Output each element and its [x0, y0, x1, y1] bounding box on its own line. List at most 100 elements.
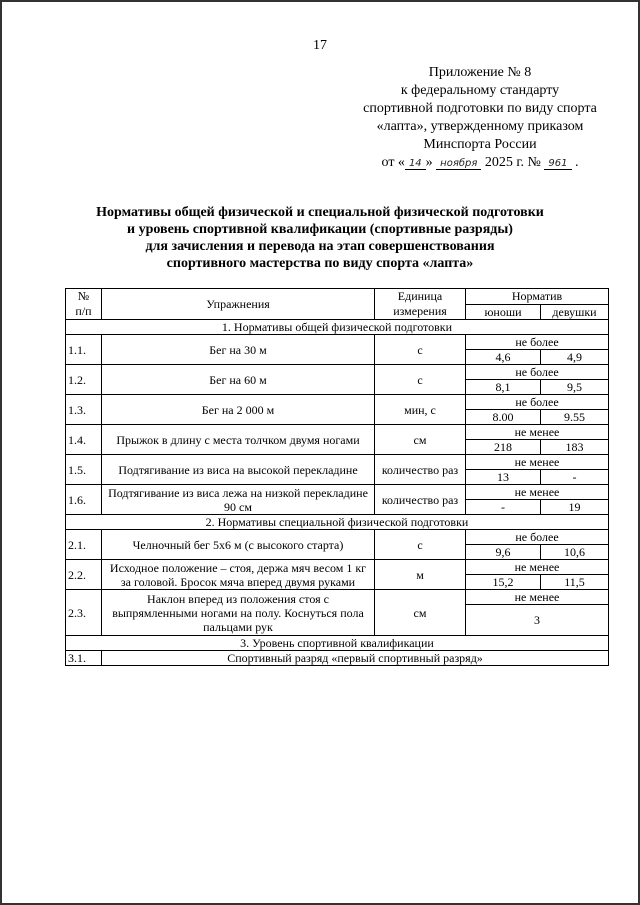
unit: с: [374, 334, 466, 365]
handwritten-number: 961: [544, 158, 572, 170]
norm-condition: не менее: [465, 454, 609, 470]
section-row: 2. Нормативы специальной физической подг…: [65, 514, 609, 530]
appendix-line: «лапта», утвержденному приказом: [376, 119, 584, 134]
table-row-values: 8.00 9.55: [66, 409, 609, 425]
exercise-name: Подтягивание из виса лежа на низкой пере…: [101, 484, 375, 515]
exercise-name: Наклон вперед из положения стоя с выпрям…: [101, 589, 375, 636]
appendix-block: Приложение № 8 к федеральному стандарту …: [330, 64, 630, 173]
norm-condition: не менее: [465, 589, 609, 605]
table-row: 1.1. Бег на 30 м с не более: [65, 334, 609, 365]
date-prefix: от «: [381, 155, 405, 170]
appendix-line: спортивной подготовки по виду спорта: [363, 101, 597, 116]
exercise-name: Бег на 60 м: [101, 364, 375, 395]
norm-condition: не менее: [465, 559, 609, 575]
exercise-name: Подтягивание из виса на высокой переклад…: [101, 454, 375, 485]
unit: см: [374, 589, 466, 636]
date-year: 2025 г. №: [484, 155, 541, 170]
norms-table: № п/п Упражнения Единица измерения Норма…: [65, 288, 609, 666]
unit: с: [374, 364, 466, 395]
norm-boys: 13: [465, 469, 541, 485]
norm-girls: 4,9: [540, 349, 609, 365]
table-row-values: 8,1 9,5: [66, 379, 609, 395]
header-num: № п/п: [65, 288, 102, 320]
norm-boys: 15,2: [465, 574, 541, 590]
handwritten-day: 14: [404, 158, 426, 170]
norm-girls: 19: [540, 499, 609, 515]
row-number: 1.1.: [65, 334, 102, 365]
header-girls: девушки: [540, 303, 609, 320]
exercise-name: Челночный бег 5х6 м (с высокого старта): [101, 529, 375, 560]
unit: мин, с: [374, 394, 466, 425]
header-boys: юноши: [465, 303, 541, 320]
table-row: 2.1. Челночный бег 5х6 м (с высокого стар…: [65, 529, 609, 560]
section-title: 3. Уровень спортивной квалификации: [65, 635, 609, 651]
norm-boys: 4,6: [465, 349, 541, 365]
section-row: 3. Уровень спортивной квалификации: [65, 635, 609, 651]
norm-girls: 183: [540, 439, 609, 455]
title-line: спортивного мастерства по виду спорта «л…: [166, 256, 474, 271]
row-number: 1.4.: [65, 424, 102, 455]
norm-boys: 218: [465, 439, 541, 455]
row-number: 1.5.: [65, 454, 102, 485]
norm-condition: не более: [465, 334, 609, 350]
title-line: и уровень спортивной квалификации (спорт…: [127, 222, 513, 237]
exercise-name: Бег на 30 м: [101, 334, 375, 365]
row-number: 3.1.: [65, 650, 102, 666]
norm-girls: 9,5: [540, 379, 609, 395]
exercise-name: Прыжок в длину с места толчком двумя ног…: [101, 424, 375, 455]
norm-condition: не более: [465, 364, 609, 380]
norm-girls: 11,5: [540, 574, 609, 590]
header-unit: Единица измерения: [374, 288, 466, 320]
norm-condition: не более: [465, 529, 609, 545]
norm-condition: не менее: [465, 484, 609, 500]
norm-condition: не более: [465, 394, 609, 410]
table-row: 2.3. Наклон вперед из положения стоя с вы…: [65, 589, 609, 636]
document-title: Нормативы общей физической и специальной…: [0, 204, 640, 272]
norm-girls: 9.55: [540, 409, 609, 425]
section-title: 2. Нормативы специальной физической подг…: [65, 514, 609, 530]
norm-boys: 8.00: [465, 409, 541, 425]
unit: количество раз: [374, 454, 466, 485]
norm-girls: 10,6: [540, 544, 609, 560]
exercise-name: Исходное положение – стоя, держа мяч вес…: [101, 559, 375, 590]
unit: см: [374, 424, 466, 455]
date-mid: »: [425, 155, 433, 170]
date-end: .: [575, 155, 579, 170]
order-date-line: от «14» ноября 2025 г. № 961 .: [330, 154, 630, 173]
table-row: 3.1. Спортивный разряд «первый спортивный…: [65, 650, 609, 666]
section-title: 1. Нормативы общей физической подготовки: [65, 319, 609, 335]
appendix-line: к федеральному стандарту: [400, 83, 560, 98]
handwritten-month: ноября: [436, 158, 482, 170]
table-row: 1.5. Подтягивание из виса на высокой пере…: [65, 454, 609, 485]
exercise-name: Бег на 2 000 м: [101, 394, 375, 425]
norm-boys: -: [465, 499, 541, 515]
table-row: 1.6. Подтягивание из виса лежа на низкой …: [65, 484, 609, 515]
table-row: 1.3. Бег на 2 000 м мин, с не более: [65, 394, 609, 425]
row-number: 2.3.: [65, 589, 102, 636]
section-row: 1. Нормативы общей физической подготовки: [65, 319, 609, 335]
table-row: 2.2. Исходное положение – стоя, держа мяч…: [65, 559, 609, 590]
title-line: для зачисления и перевода на этап соверш…: [145, 239, 495, 254]
unit: количество раз: [374, 484, 466, 515]
unit: с: [374, 529, 466, 560]
title-line: Нормативы общей физической и специальной…: [96, 205, 544, 220]
norm-boys: 8,1: [465, 379, 541, 395]
table-row: 1.2. Бег на 60 м с не более: [65, 364, 609, 395]
unit: м: [374, 559, 466, 590]
appendix-line: Минспорта России: [423, 137, 537, 152]
row-number: 2.1.: [65, 529, 102, 560]
table-row-values: 13-: [66, 469, 609, 485]
table-row-values: 3: [66, 604, 609, 636]
norm-girls: -: [540, 469, 609, 485]
exercise-name: Спортивный разряд «первый спортивный раз…: [101, 650, 609, 666]
appendix-line: Приложение № 8: [428, 65, 532, 80]
row-number: 1.2.: [65, 364, 102, 395]
norm-condition: не менее: [465, 424, 609, 440]
header-exercise: Упражнения: [101, 288, 375, 320]
norm-boys: 9,6: [465, 544, 541, 560]
page-number: 17: [313, 38, 327, 53]
header-norm: Норматив: [465, 288, 609, 305]
norm-value-both: 3: [465, 604, 609, 636]
row-number: 1.6.: [65, 484, 102, 515]
